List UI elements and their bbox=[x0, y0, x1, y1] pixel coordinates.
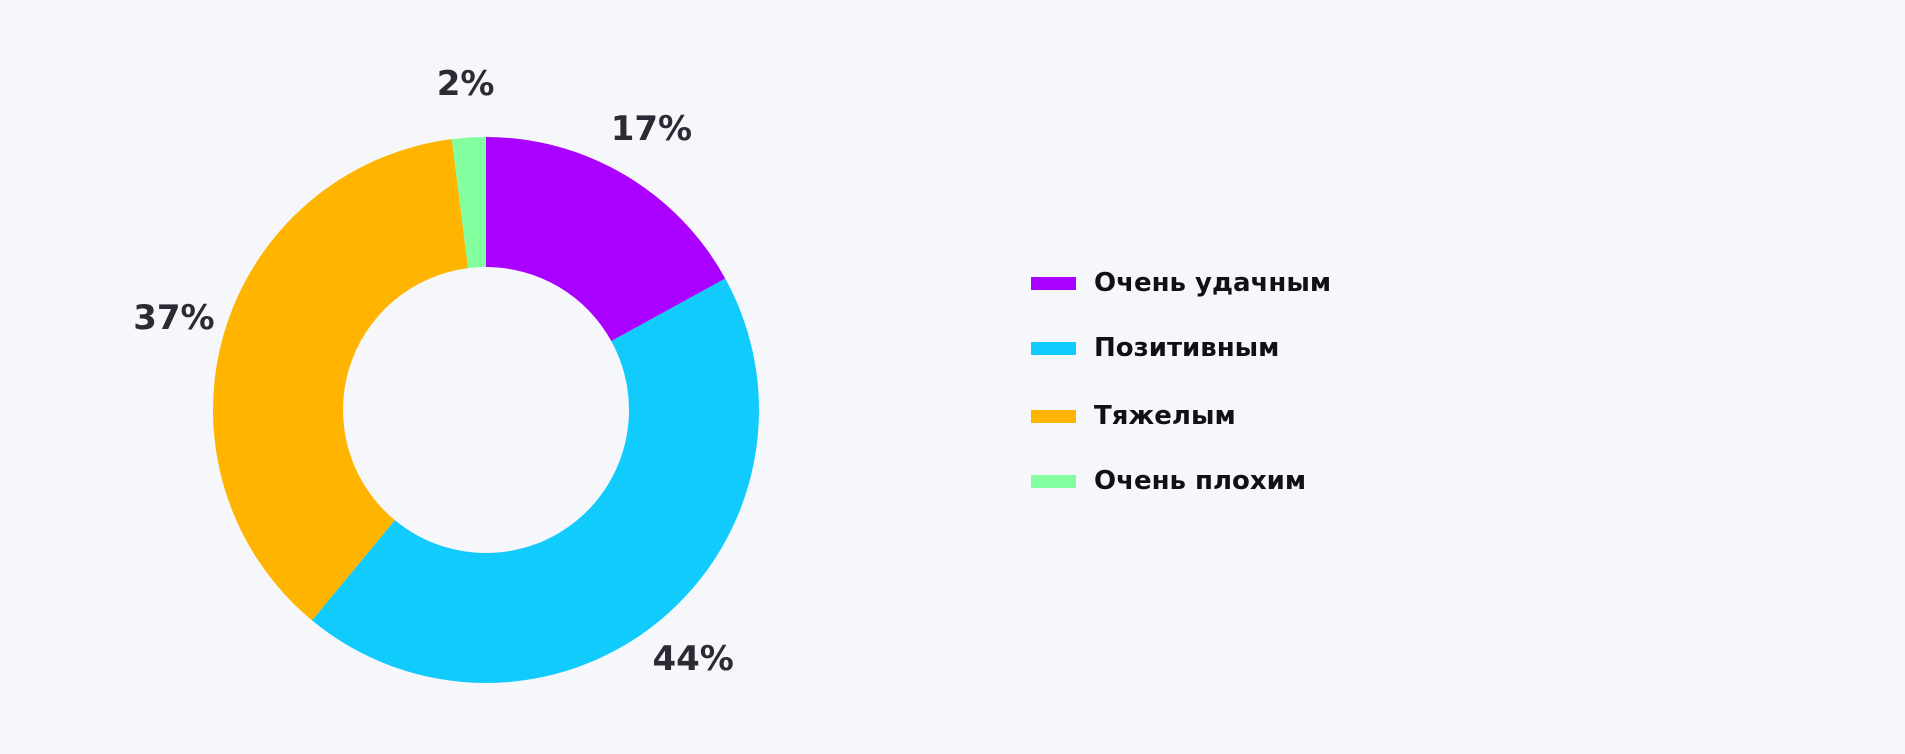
donut-slices bbox=[213, 137, 759, 683]
slice-positive bbox=[311, 278, 759, 683]
slice-label-hard: 37% bbox=[133, 298, 214, 338]
legend-label-very-bad: Очень плохим bbox=[1094, 466, 1307, 496]
slice-hard bbox=[213, 139, 469, 621]
legend-item-hard: Тяжелым bbox=[1031, 398, 1236, 434]
slice-very-bad bbox=[451, 137, 486, 269]
legend-swatch-hard bbox=[1031, 409, 1076, 423]
slice-label-very-good: 17% bbox=[611, 109, 692, 149]
slice-very-good bbox=[486, 137, 726, 342]
legend-label-positive: Позитивным bbox=[1094, 333, 1280, 363]
slice-label-very-bad: 2% bbox=[437, 64, 495, 104]
legend-item-very-good: Очень удачным bbox=[1031, 265, 1331, 301]
legend-item-very-bad: Очень плохим bbox=[1031, 463, 1306, 499]
legend-swatch-positive bbox=[1031, 341, 1076, 355]
slice-label-positive: 44% bbox=[652, 639, 733, 679]
legend-item-positive: Позитивным bbox=[1031, 330, 1279, 366]
legend-label-hard: Тяжелым bbox=[1094, 401, 1236, 431]
legend-label-very-good: Очень удачным bbox=[1094, 268, 1332, 298]
slice-labels: 17% 44% 37% 2% bbox=[133, 64, 734, 679]
legend-swatch-very-bad bbox=[1031, 474, 1076, 488]
legend-swatch-very-good bbox=[1031, 276, 1076, 290]
